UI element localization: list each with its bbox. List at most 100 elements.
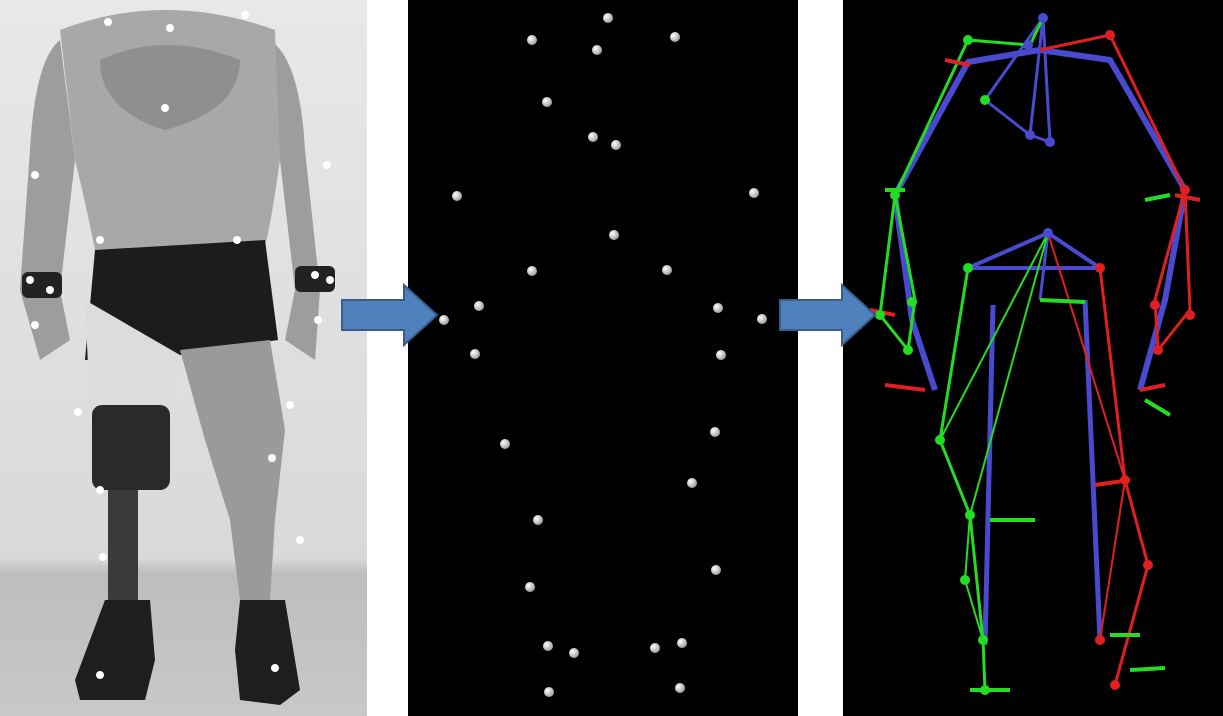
marker <box>271 664 279 672</box>
segment <box>967 231 1102 270</box>
marker <box>749 188 759 198</box>
marker <box>96 671 104 679</box>
joint <box>963 263 973 273</box>
marker <box>662 265 672 275</box>
joint <box>935 435 945 445</box>
marker <box>611 140 621 150</box>
joint <box>1185 310 1195 320</box>
segment <box>1098 267 1150 686</box>
marker <box>241 11 249 19</box>
joint <box>1105 30 1115 40</box>
skeleton-panel <box>843 0 1223 716</box>
marker <box>670 32 680 42</box>
marker <box>104 18 112 26</box>
marker <box>268 454 276 462</box>
marker <box>314 316 322 324</box>
marker <box>31 321 39 329</box>
marker <box>716 350 726 360</box>
segment <box>939 232 1049 441</box>
marker-background <box>408 0 798 716</box>
shoe <box>235 600 300 705</box>
marker <box>166 24 174 32</box>
marker <box>46 286 54 294</box>
marker <box>588 132 598 142</box>
axis-marker <box>1144 193 1171 202</box>
segment <box>1039 33 1111 52</box>
marker <box>592 45 602 55</box>
marker <box>26 276 34 284</box>
segment <box>1038 232 1050 301</box>
joint <box>1095 635 1105 645</box>
marker <box>311 271 319 279</box>
joint <box>875 310 885 320</box>
axis-marker <box>1143 398 1172 417</box>
marker <box>603 13 613 23</box>
joint <box>1143 560 1153 570</box>
segment <box>964 232 1049 641</box>
marker <box>99 553 107 561</box>
axis-marker <box>1139 383 1166 392</box>
marker <box>675 683 685 693</box>
segment <box>1108 34 1192 352</box>
marker <box>711 565 721 575</box>
joint <box>1023 40 1033 50</box>
joint <box>1153 345 1163 355</box>
joint <box>965 510 975 520</box>
marker <box>74 408 82 416</box>
marker <box>233 236 241 244</box>
joint <box>1038 13 1048 23</box>
joint <box>907 297 917 307</box>
axis-marker <box>1174 193 1201 202</box>
joint <box>980 685 990 695</box>
marker <box>710 427 720 437</box>
marker <box>650 643 660 653</box>
marker <box>609 230 619 240</box>
joint <box>1045 137 1055 147</box>
joint <box>1120 475 1130 485</box>
joint <box>903 345 913 355</box>
joint <box>1110 680 1120 690</box>
socket <box>92 405 170 490</box>
arrow <box>341 282 439 348</box>
marker <box>470 349 480 359</box>
marker <box>687 478 697 488</box>
marker <box>533 515 543 525</box>
marker <box>96 486 104 494</box>
axis-marker <box>1129 666 1166 672</box>
arrows <box>341 282 877 348</box>
joint <box>978 635 988 645</box>
marker <box>527 266 537 276</box>
marker <box>474 301 484 311</box>
marker <box>542 97 552 107</box>
marker <box>96 236 104 244</box>
marker <box>296 536 304 544</box>
axis-marker <box>884 383 926 392</box>
marker <box>286 401 294 409</box>
joint <box>980 95 990 105</box>
marker <box>713 303 723 313</box>
marker <box>326 276 334 284</box>
joint <box>890 190 900 200</box>
marker <box>543 641 553 651</box>
joint <box>960 575 970 585</box>
marker <box>452 191 462 201</box>
segment <box>878 39 970 352</box>
wristband <box>22 272 62 298</box>
axis-marker <box>1039 298 1086 304</box>
marker <box>525 582 535 592</box>
joint <box>1180 185 1190 195</box>
segment <box>1137 189 1188 391</box>
segment <box>982 304 996 646</box>
marker <box>439 315 449 325</box>
marker <box>500 439 510 449</box>
marker <box>569 648 579 658</box>
marker <box>677 638 687 648</box>
joint <box>1150 300 1160 310</box>
pylon <box>108 490 138 610</box>
marker <box>31 171 39 179</box>
leg <box>180 340 285 600</box>
joint <box>1025 130 1035 140</box>
axis-marker <box>944 58 971 67</box>
chest-hair <box>100 45 240 130</box>
